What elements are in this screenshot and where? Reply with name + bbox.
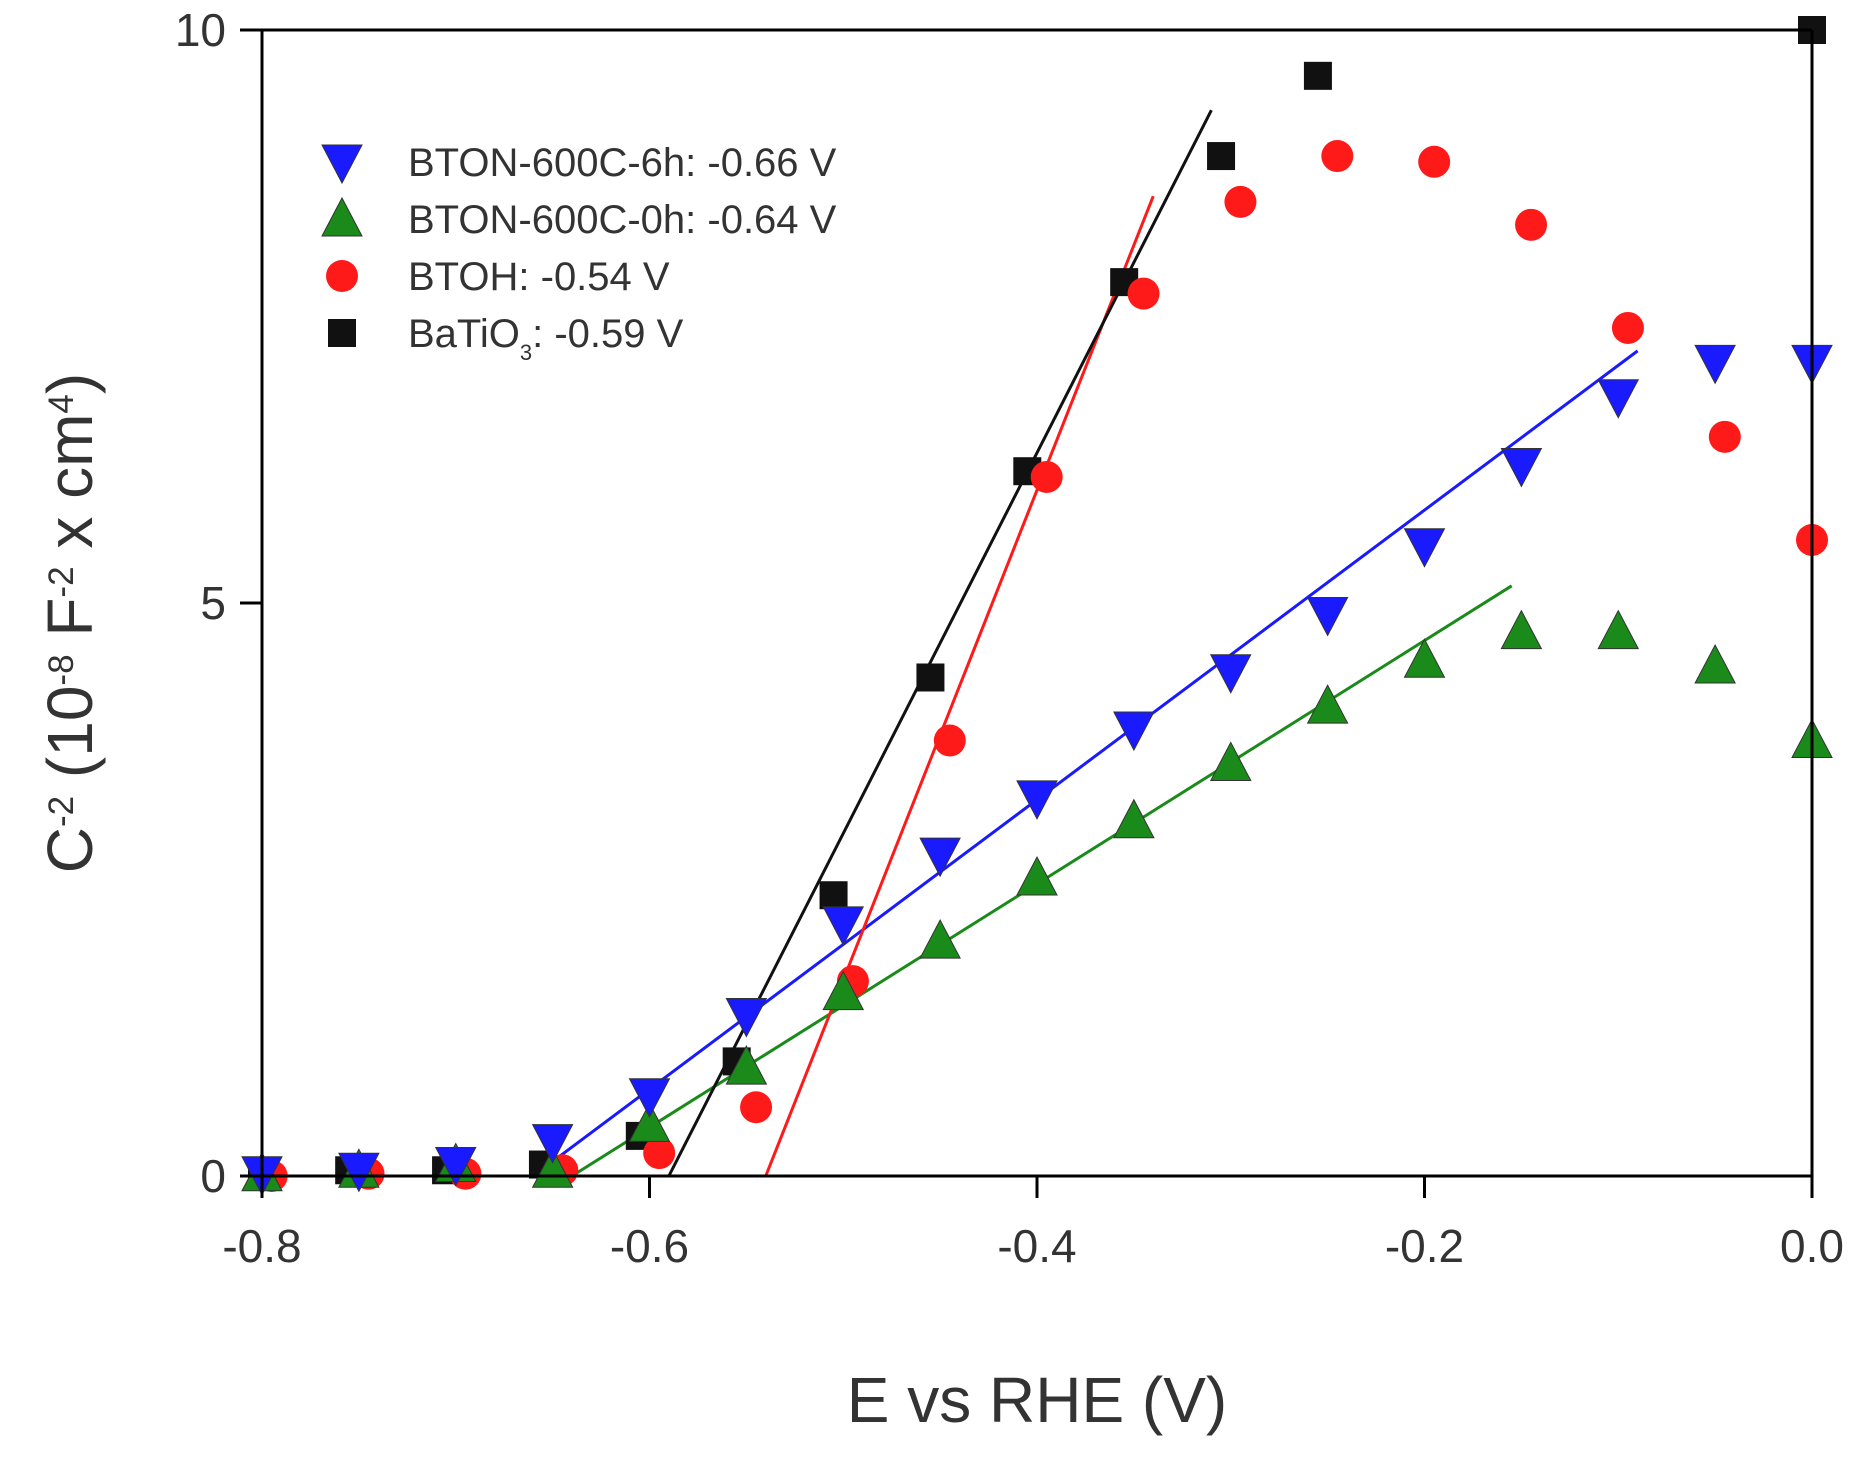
data-point-bton-600c-0h [1016, 855, 1058, 896]
data-point-bton-600c-6h [1500, 447, 1543, 488]
legend-label-btoh: BTOH: -0.54 V [408, 255, 670, 299]
data-point-bton-600c-0h [1694, 643, 1736, 684]
x-axis-title: E vs RHE (V) [847, 1364, 1227, 1436]
data-point-bton-600c-0h [725, 1045, 768, 1085]
data-point-bton-600c-0h [1113, 798, 1155, 839]
data-point-batio3 [819, 881, 848, 910]
data-point-batio3 [1207, 142, 1236, 171]
data-point-bton-600c-6h [822, 906, 865, 946]
data-point-btoh [1030, 460, 1063, 493]
data-point-bton-600c-6h [1597, 379, 1640, 419]
data-point-bton-600c-6h [338, 1152, 380, 1193]
data-point-btoh [1224, 185, 1257, 218]
legend-marker-batio3 [328, 319, 356, 347]
data-point-btoh [1611, 311, 1644, 344]
legend-marker-btoh [326, 260, 358, 292]
data-point-bton-600c-0h [628, 1102, 671, 1142]
data-point-bton-600c-6h [919, 837, 961, 878]
data-point-bton-600c-0h [531, 1148, 574, 1188]
data-point-bton-600c-0h [822, 970, 865, 1011]
axis-ticks: -0.8 -0.6 -0.4 -0.2 0.0 0 5 10 [175, 4, 1844, 1272]
legend-label-batio3: BaTiO3: -0.59 V [408, 312, 684, 365]
data-point-bton-600c-0h [919, 918, 961, 959]
data-point-btoh [1515, 208, 1548, 241]
data-point-bton-600c-0h [1403, 638, 1446, 678]
fit-lines [532, 109, 1639, 1178]
data-point-bton-600c-6h [628, 1078, 671, 1118]
y-axis-title: C-2 (10-8 F-2 x cm4) [34, 373, 106, 873]
data-point-batio3 [1303, 61, 1332, 90]
x-tick-label: -0.2 [1385, 1220, 1464, 1272]
data-point-bton-600c-6h [1694, 344, 1736, 385]
legend: BTON-600C-6h: -0.66 V BTON-600C-0h: -0.64… [321, 141, 837, 365]
x-tick-label: -0.8 [222, 1220, 301, 1272]
y-tick-label: 0 [200, 1150, 226, 1202]
data-point-btoh [1418, 145, 1451, 178]
legend-label-bton-600c-0h: BTON-600C-0h: -0.64 V [408, 198, 837, 242]
data-point-btoh [1321, 140, 1354, 173]
data-point-bton-600c-6h [434, 1147, 477, 1187]
legend-label-bton-600c-6h: BTON-600C-6h: -0.66 V [408, 141, 837, 185]
data-point-btoh [643, 1137, 676, 1170]
fit-line-bton-600c-6h [532, 349, 1639, 1178]
y-tick-label: 5 [200, 577, 226, 629]
data-point-btoh [1708, 420, 1741, 453]
data-point-bton-600c-0h [1306, 684, 1349, 724]
data-point-batio3 [916, 663, 945, 692]
data-point-bton-600c-6h [1209, 654, 1252, 694]
legend-marker-bton-600c-6h [321, 144, 363, 185]
data-point-bton-600c-6h [531, 1124, 574, 1164]
x-tick-label: 0.0 [1780, 1220, 1844, 1272]
data-point-btoh [1127, 277, 1160, 310]
legend-marker-bton-600c-0h [321, 196, 363, 237]
data-point-bton-600c-0h [1597, 609, 1640, 650]
fit-line-btoh [764, 195, 1155, 1177]
data-point-btoh [933, 724, 966, 757]
y-tick-label: 10 [175, 4, 226, 56]
data-point-bton-600c-0h [1209, 741, 1252, 781]
data-point-bton-600c-6h [725, 998, 768, 1038]
x-tick-label: -0.4 [997, 1220, 1076, 1272]
x-tick-label: -0.6 [610, 1220, 689, 1272]
data-point-bton-600c-6h [1016, 780, 1058, 820]
data-point-btoh [740, 1091, 773, 1124]
data-point-bton-600c-6h [1113, 711, 1155, 752]
data-markers [241, 16, 1833, 1196]
data-point-bton-600c-6h [1306, 596, 1349, 637]
data-point-bton-600c-0h [1500, 609, 1543, 650]
data-point-bton-600c-6h [1403, 528, 1446, 568]
